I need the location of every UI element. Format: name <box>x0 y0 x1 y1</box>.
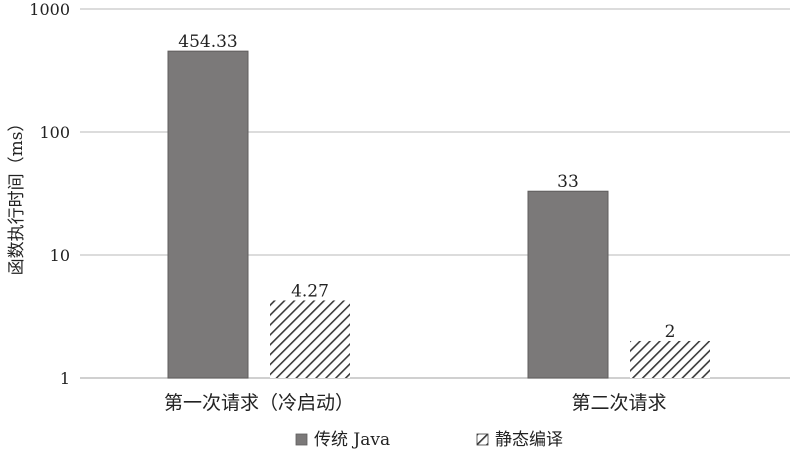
y-tick-label: 100 <box>39 123 70 142</box>
x-category-label: 第一次请求（冷启动） <box>164 392 354 414</box>
bar-s1-c1 <box>630 340 710 378</box>
bars <box>167 50 710 379</box>
legend-label: 静态编译 <box>495 430 563 450</box>
data-label: 2 <box>665 322 676 342</box>
bar-s1-c0 <box>270 300 350 378</box>
data-labels: 454.33 4.27 33 2 <box>178 32 675 342</box>
y-tick-label: 10 <box>50 246 70 265</box>
y-axis-label: 函数执行时间（ms） <box>7 115 27 276</box>
legend-swatch <box>476 433 489 446</box>
legend: 传统 Java 静态编译 <box>295 430 563 450</box>
x-category-label: 第二次请求 <box>571 392 666 414</box>
data-label: 4.27 <box>291 281 329 301</box>
data-label: 33 <box>557 172 579 192</box>
legend-label: 传统 Java <box>314 430 390 450</box>
legend-swatch <box>295 433 308 446</box>
bar-s0-c1 <box>527 190 609 379</box>
data-label: 454.33 <box>178 32 237 52</box>
y-axis-ticks: 1 10 100 1000 <box>29 0 70 388</box>
x-axis-categories: 第一次请求（冷启动） 第二次请求 <box>164 392 667 414</box>
y-tick-label: 1 <box>60 369 70 388</box>
y-tick-label: 1000 <box>29 0 70 19</box>
bar-s0-c0 <box>167 50 249 379</box>
